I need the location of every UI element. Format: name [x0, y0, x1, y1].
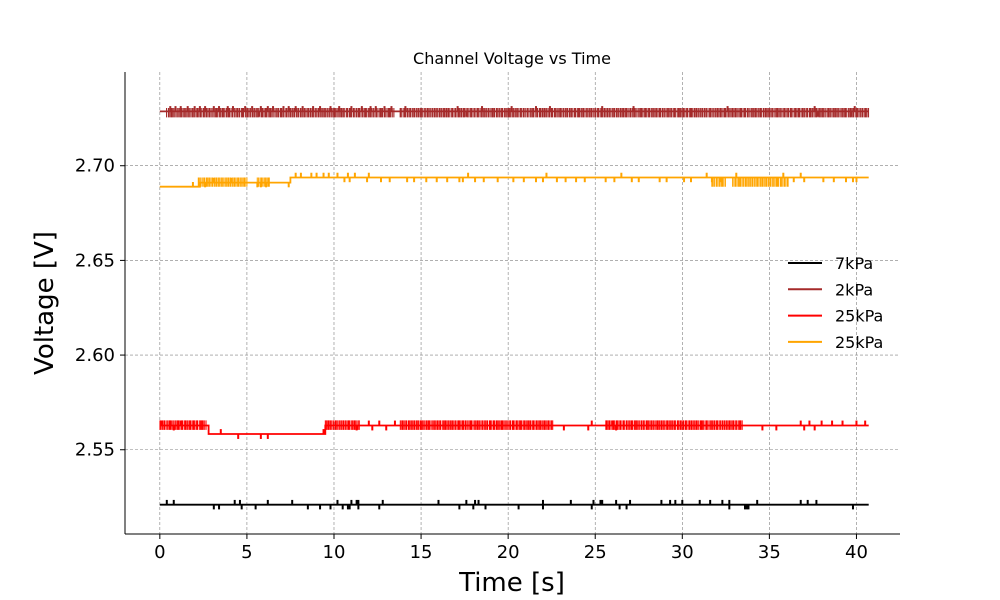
series-4 — [159, 172, 869, 188]
legend-item: 25kPa — [788, 333, 883, 352]
noise-band — [159, 420, 207, 430]
x-tick-label: 30 — [671, 542, 694, 563]
legend-label: 25kPa — [835, 333, 883, 352]
y-tick-label: 2.70 — [75, 156, 115, 177]
grid — [125, 72, 900, 534]
legend-item: 25kPa — [788, 307, 883, 326]
legend-label: 2kPa — [835, 280, 873, 299]
legend-label: 25kPa — [835, 307, 883, 326]
x-tick-label: 10 — [323, 542, 346, 563]
noise-band — [166, 108, 395, 118]
y-tick-label: 2.65 — [75, 250, 115, 271]
x-axis-title: Time [s] — [458, 568, 565, 598]
y-axis-ticks: 2.55 2.60 2.65 2.70 — [75, 156, 125, 461]
x-tick-label: 15 — [410, 542, 433, 563]
x-tick-label: 20 — [497, 542, 520, 563]
series-1 — [159, 499, 869, 510]
noise-band — [324, 420, 360, 430]
plot-series — [159, 106, 870, 510]
x-tick-label: 35 — [758, 542, 781, 563]
y-tick-label: 2.60 — [75, 345, 115, 366]
noise-band — [711, 177, 726, 187]
x-tick-label: 5 — [241, 542, 252, 563]
series-2 — [159, 106, 870, 118]
x-axis-ticks: 0 5 10 15 20 25 30 35 40 — [154, 534, 868, 563]
x-tick-label: 40 — [845, 542, 868, 563]
noise-band — [732, 177, 789, 187]
noise-band — [605, 420, 743, 430]
noise-band — [399, 108, 870, 118]
y-axis-title: Voltage [V] — [30, 231, 60, 375]
chart-title: Channel Voltage vs Time — [413, 49, 611, 68]
legend-label: 7kPa — [835, 254, 873, 273]
noise-band — [399, 420, 554, 430]
y-tick-label: 2.55 — [75, 440, 115, 461]
legend-item: 2kPa — [788, 280, 873, 299]
series-3 — [159, 420, 869, 439]
x-tick-label: 0 — [154, 542, 165, 563]
noise-band — [256, 177, 270, 187]
x-tick-label: 25 — [584, 542, 607, 563]
legend-item: 7kPa — [788, 254, 873, 273]
legend: 7kPa 2kPa 25kPa 25kPa — [788, 254, 883, 352]
